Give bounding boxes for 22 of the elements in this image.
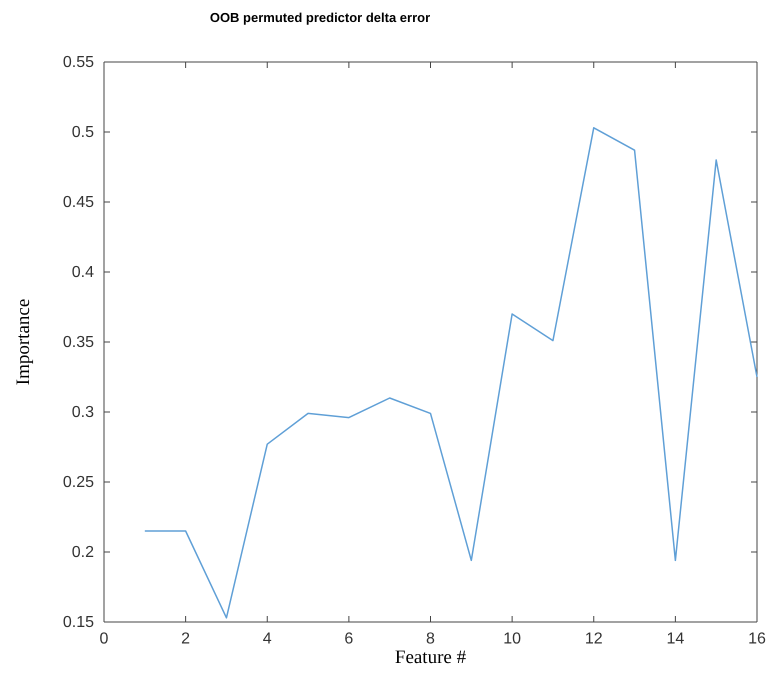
y-tick-label: 0.5 [72, 124, 94, 142]
y-tick-label: 0.4 [72, 264, 94, 282]
x-tick-label: 4 [262, 630, 272, 648]
x-tick-label: 2 [181, 630, 190, 648]
chart-title: OOB permuted predictor delta error [210, 10, 430, 25]
x-tick-label: 14 [666, 630, 684, 648]
line-series [144, 127, 758, 619]
y-tick-label: 0.25 [62, 474, 94, 492]
x-tick-label: 12 [584, 630, 603, 648]
x-tick-label: 8 [426, 630, 436, 648]
x-axis-title: Feature # [394, 647, 467, 668]
x-tick-label: 10 [503, 630, 522, 648]
y-tick-label: 0.55 [62, 54, 94, 72]
y-tick-label: 0.45 [62, 194, 94, 212]
y-tick-label: 0.35 [62, 334, 94, 352]
y-tick-label: 0.3 [72, 404, 94, 422]
x-tick-label: 6 [344, 630, 354, 648]
x-tick-label: 0 [100, 630, 109, 648]
y-tick-label: 0.15 [62, 614, 94, 632]
y-axis-title: Importance [13, 298, 34, 386]
y-tick-label: 0.2 [72, 544, 94, 562]
x-tick-label: 16 [748, 630, 766, 648]
